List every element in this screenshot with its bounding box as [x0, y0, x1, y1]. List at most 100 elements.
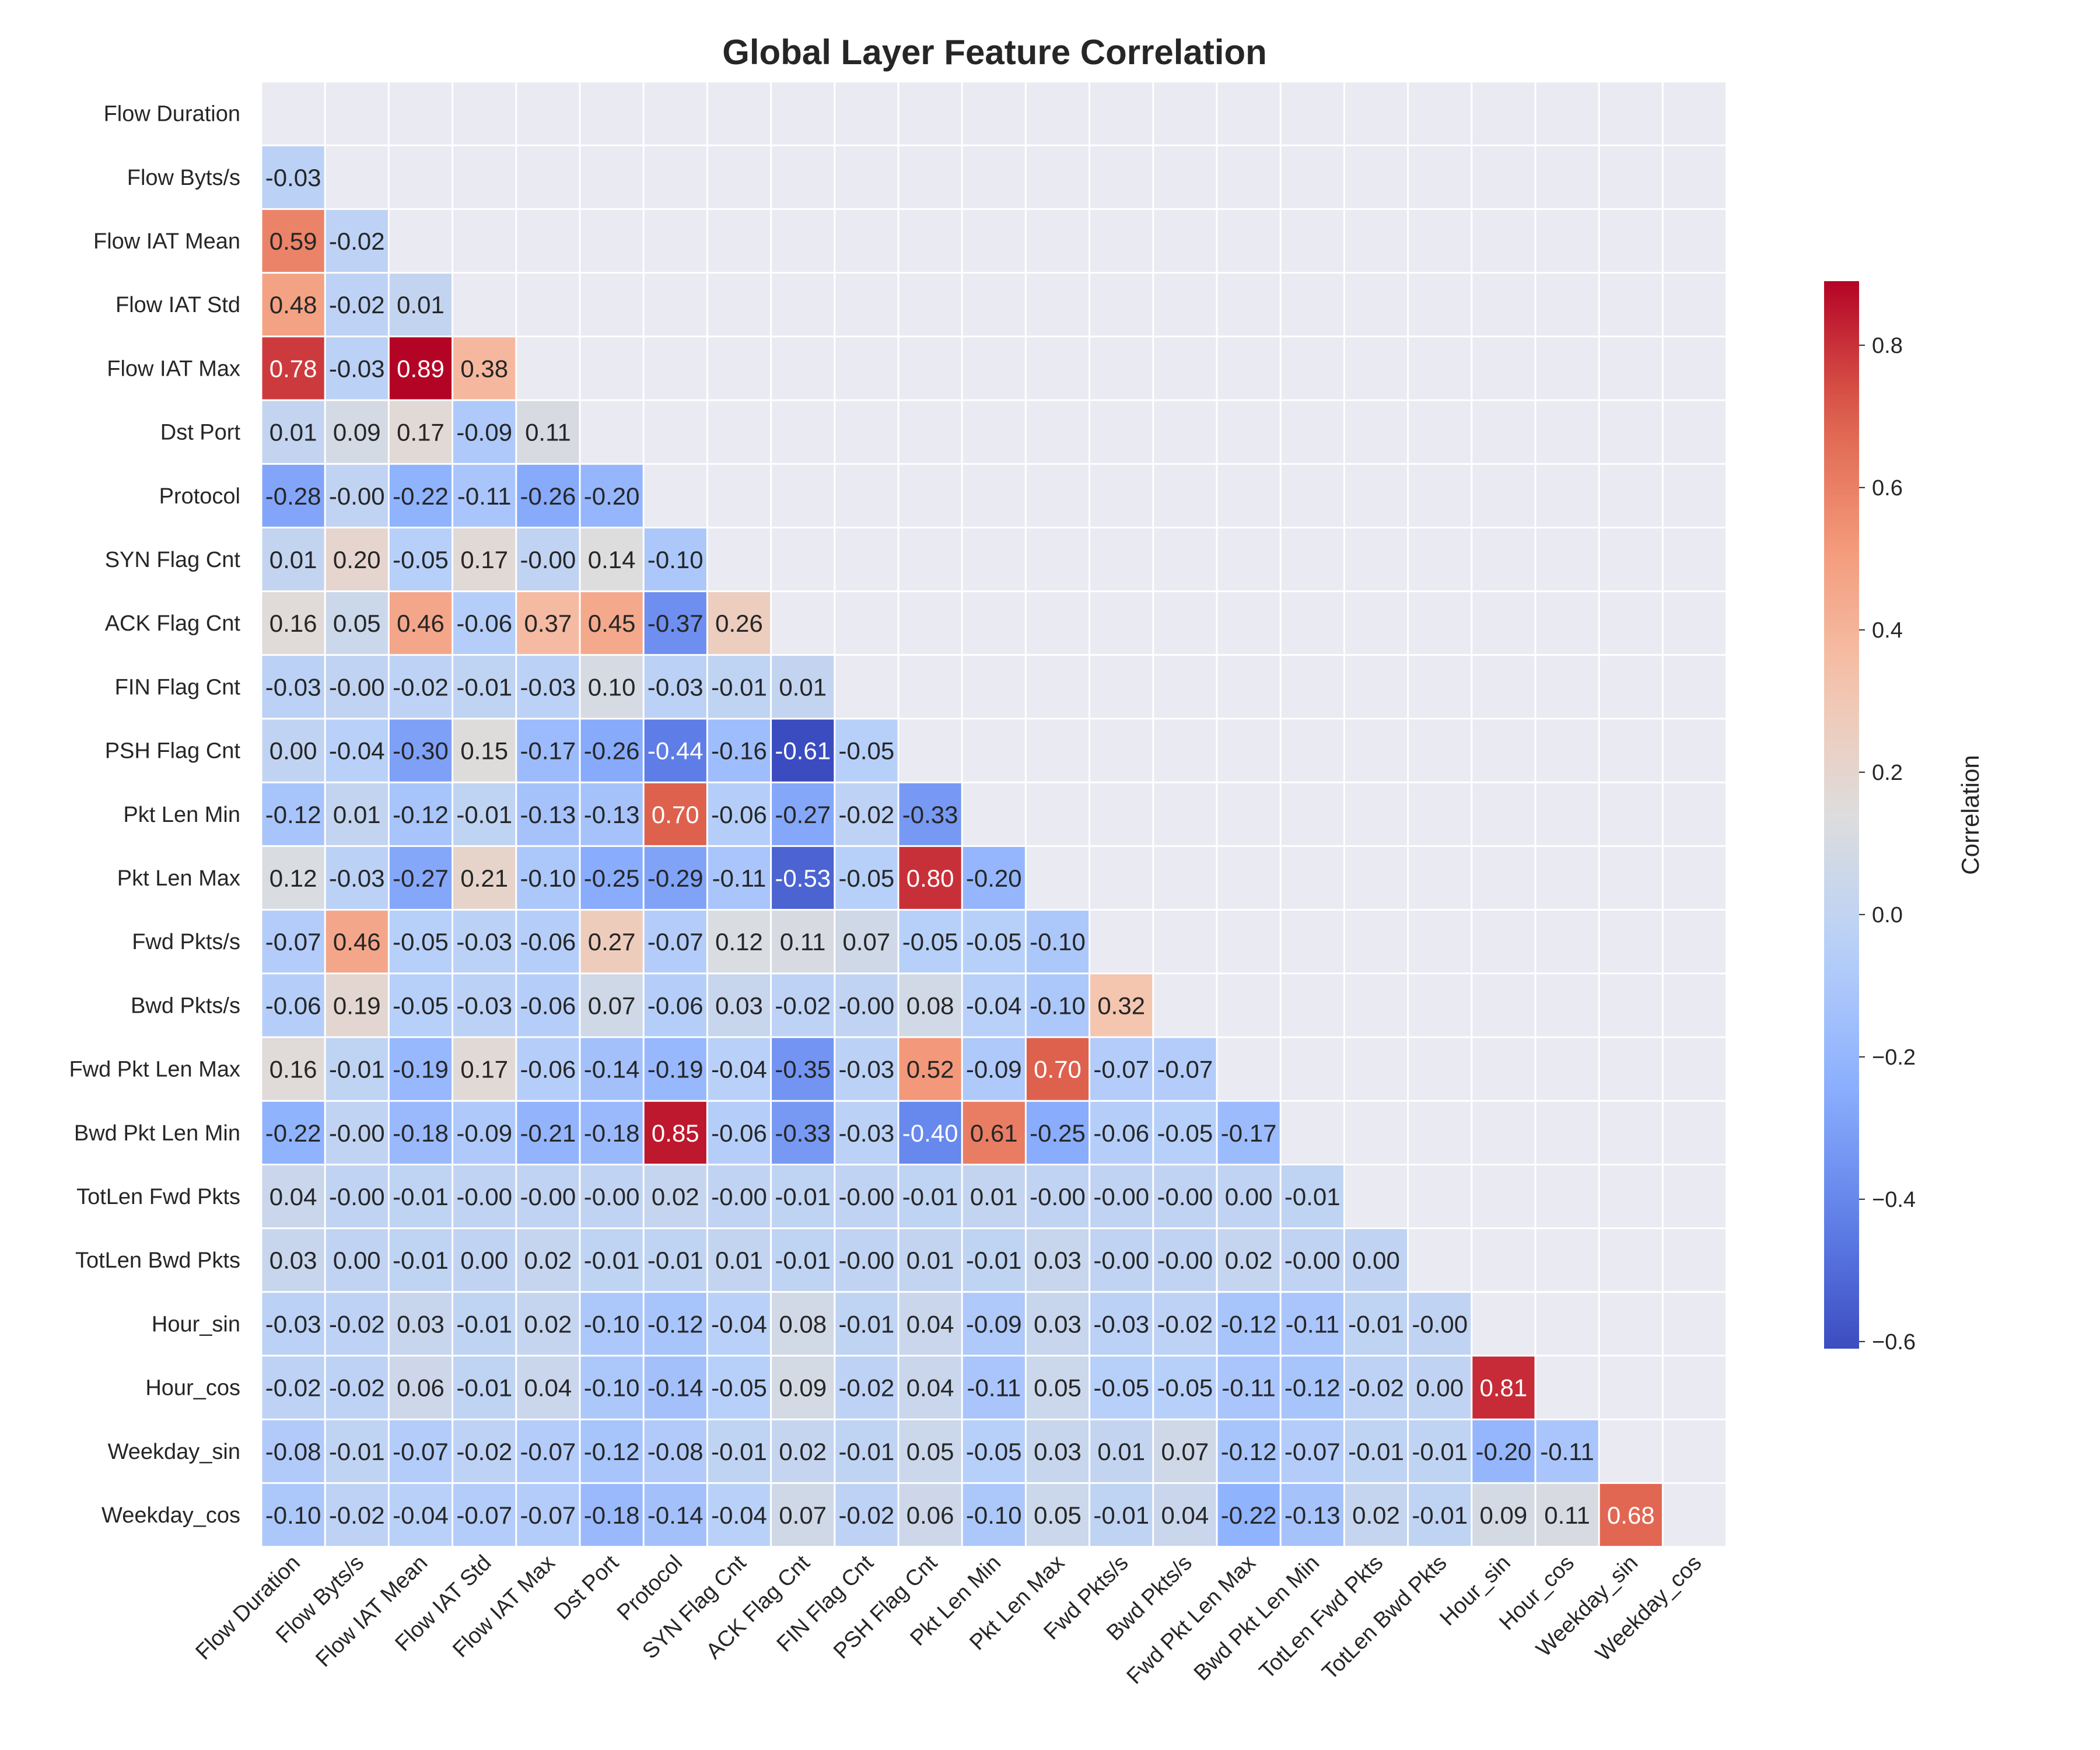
cell-value-label: 0.09 [1480, 1502, 1528, 1529]
heatmap-cell [962, 1292, 1026, 1356]
cell-value-label: 0.12 [270, 864, 317, 892]
heatmap-cell [898, 1483, 963, 1547]
cell-value-label: 0.03 [1034, 1438, 1082, 1465]
heatmap-cell [1026, 909, 1090, 974]
cell-value-label: -0.01 [456, 673, 512, 701]
cell-value-label: -0.04 [329, 737, 385, 765]
cell-value-label: 0.37 [524, 610, 572, 637]
heatmap-cell [516, 1164, 580, 1228]
heatmap-cell [771, 1101, 835, 1165]
heatmap-cell [898, 1037, 963, 1101]
heatmap-cell [261, 654, 326, 719]
heatmap-cell [516, 1101, 580, 1165]
heatmap-cell [962, 1356, 1026, 1420]
y-tick-label: PSH Flag Cnt [105, 739, 241, 764]
heatmap-cell [771, 1037, 835, 1101]
heatmap-cell [452, 1292, 516, 1356]
heatmap-cell [452, 654, 516, 719]
cell-value-label: -0.20 [1476, 1438, 1532, 1465]
heatmap-cell [580, 1101, 644, 1165]
y-tick-label: Weekday_cos [102, 1503, 240, 1528]
heatmap-cell [261, 1292, 326, 1356]
heatmap-cell [452, 1101, 516, 1165]
y-tick-label: Flow IAT Max [107, 356, 240, 381]
cell-value-label: -0.01 [456, 1310, 512, 1338]
colorbar-tick-label: −0.6 [1872, 1330, 1916, 1354]
heatmap-cell [325, 1483, 389, 1547]
cell-value-label: -0.01 [966, 1247, 1022, 1274]
heatmap-cell [388, 272, 453, 337]
cell-value-label: -0.01 [1412, 1502, 1468, 1529]
cell-value-label: -0.30 [393, 737, 449, 765]
heatmap-cell [388, 400, 453, 464]
cell-value-label: -0.10 [1030, 928, 1086, 956]
heatmap-cell [643, 1228, 708, 1292]
cell-value-label: -0.33 [775, 1119, 831, 1147]
y-tick-label: TotLen Bwd Pkts [75, 1248, 240, 1273]
cell-value-label: 0.01 [1097, 1438, 1145, 1465]
cell-value-label: 0.08 [907, 992, 954, 1019]
cell-value-label: -0.01 [902, 1183, 958, 1210]
cell-value-label: -0.00 [1030, 1183, 1086, 1210]
heatmap-cell [962, 1419, 1026, 1483]
cell-value-label: 0.05 [1034, 1502, 1082, 1529]
heatmap-cell [834, 1037, 898, 1101]
cell-value-label: 0.19 [333, 992, 381, 1019]
heatmap-cell [834, 1101, 898, 1165]
heatmap-cell [261, 1228, 326, 1292]
cell-value-label: -0.03 [265, 164, 321, 191]
cell-value-label: -0.04 [393, 1502, 449, 1529]
heatmap-cell [1344, 1292, 1408, 1356]
heatmap-cell [452, 1483, 516, 1547]
heatmap-cell [261, 400, 326, 464]
cell-value-label: -0.02 [329, 291, 385, 318]
cell-value-label: 0.04 [524, 1374, 572, 1402]
cell-value-label: -0.05 [902, 928, 958, 956]
heatmap-cell [261, 1164, 326, 1228]
y-tick-label: Protocol [159, 484, 240, 509]
cell-value-label: 0.27 [588, 928, 636, 956]
heatmap-cell [452, 782, 516, 846]
heatmap-cell [1089, 1164, 1153, 1228]
y-tick-label: Flow IAT Mean [93, 229, 240, 254]
cell-value-label: -0.07 [648, 928, 704, 956]
cell-value-label: 0.81 [1480, 1374, 1528, 1402]
cell-value-label: -0.00 [839, 992, 895, 1019]
cell-value-label: -0.17 [520, 737, 576, 765]
cell-value-label: -0.09 [966, 1310, 1022, 1338]
cell-value-label: -0.22 [1221, 1502, 1277, 1529]
cell-value-label: -0.33 [902, 801, 958, 828]
cell-value-label: 0.85 [652, 1119, 699, 1147]
y-tick-label: TotLen Fwd Pkts [76, 1185, 240, 1209]
heatmap-cell [1471, 1483, 1535, 1547]
cell-value-label: -0.05 [839, 864, 895, 892]
heatmap-cell [388, 782, 453, 846]
heatmap-cell [516, 846, 580, 910]
cell-value-label: -0.09 [966, 1056, 1022, 1083]
y-tick-label: Fwd Pkt Len Max [69, 1058, 240, 1082]
y-tick-label: Flow Byts/s [127, 166, 240, 190]
cell-value-label: 0.05 [1034, 1374, 1082, 1402]
cell-value-label: -0.00 [520, 546, 576, 573]
cell-value-label: 0.06 [397, 1374, 444, 1402]
heatmap-cell [261, 1356, 326, 1420]
cell-value-label: -0.13 [584, 801, 640, 828]
heatmap-cell [261, 1101, 326, 1165]
cell-value-label: 0.05 [333, 610, 381, 637]
heatmap-cell [1153, 1228, 1217, 1292]
heatmap-cell [325, 272, 389, 337]
heatmap-cell [388, 654, 453, 719]
cell-value-label: 0.01 [970, 1183, 1018, 1210]
heatmap-cell [261, 527, 326, 592]
cell-value-label: -0.10 [1030, 992, 1086, 1019]
heatmap-cell [962, 973, 1026, 1037]
cell-value-label: -0.01 [456, 1374, 512, 1402]
heatmap-cell [834, 719, 898, 783]
heatmap-cell [388, 909, 453, 974]
heatmap-cell [771, 1419, 835, 1483]
cell-value-label: -0.12 [1221, 1310, 1277, 1338]
cell-value-label: -0.04 [966, 992, 1022, 1019]
heatmap-cell [643, 1292, 708, 1356]
heatmap-cell [707, 1164, 771, 1228]
heatmap-cell [516, 1419, 580, 1483]
